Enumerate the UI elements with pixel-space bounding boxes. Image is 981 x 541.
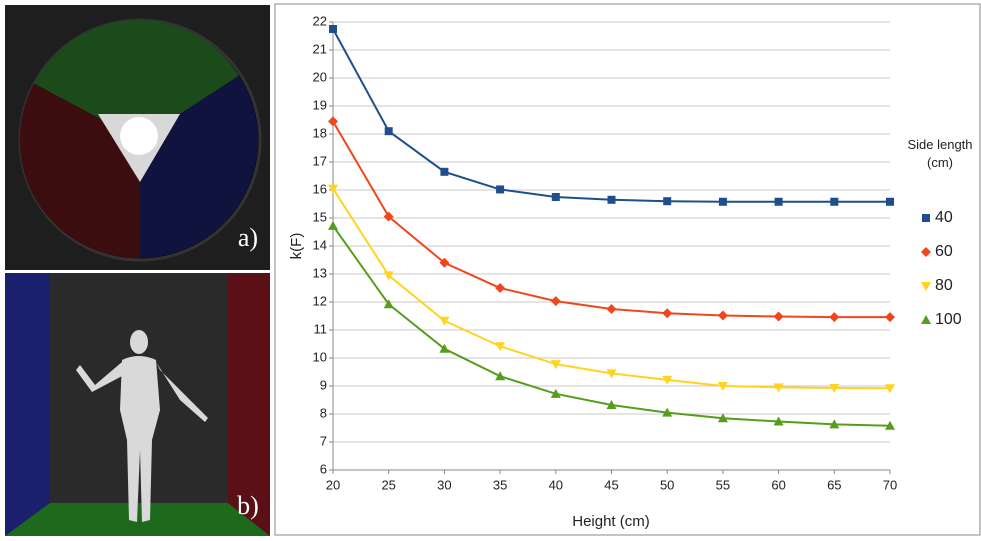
y-tick-label: 20 bbox=[313, 69, 327, 84]
legend-label: 60 bbox=[935, 243, 953, 260]
y-tick-label: 9 bbox=[320, 377, 327, 392]
data-point bbox=[328, 220, 338, 230]
x-tick-label: 25 bbox=[381, 477, 395, 492]
y-tick-label: 10 bbox=[313, 349, 327, 364]
y-tick-label: 22 bbox=[313, 13, 327, 28]
x-tick-label: 65 bbox=[827, 477, 841, 492]
data-point bbox=[773, 383, 784, 393]
data-point bbox=[830, 197, 839, 206]
data-point bbox=[662, 308, 673, 319]
legend-marker bbox=[921, 247, 931, 257]
data-point bbox=[886, 197, 894, 206]
blue-wall bbox=[5, 273, 50, 536]
legend-marker bbox=[921, 315, 931, 324]
legend-title: Side length (cm) bbox=[907, 137, 973, 170]
x-tick-label: 70 bbox=[883, 477, 897, 492]
data-point bbox=[495, 371, 506, 381]
data-point bbox=[606, 369, 617, 379]
data-point bbox=[662, 375, 673, 385]
data-point bbox=[439, 316, 450, 326]
data-point bbox=[550, 296, 561, 307]
x-tick-label: 55 bbox=[716, 477, 730, 492]
data-point bbox=[885, 420, 895, 430]
x-axis-label: Height (cm) bbox=[572, 513, 650, 530]
y-tick-label: 6 bbox=[320, 461, 327, 476]
legend-marker bbox=[922, 214, 930, 222]
green-floor bbox=[5, 503, 270, 536]
data-point bbox=[551, 193, 560, 201]
green-sector bbox=[34, 20, 239, 140]
red-wall bbox=[228, 273, 270, 536]
y-tick-label: 11 bbox=[314, 321, 328, 336]
light-spot bbox=[120, 117, 158, 155]
data-point bbox=[717, 382, 728, 391]
data-point bbox=[718, 197, 727, 206]
legend-marker bbox=[921, 282, 931, 291]
data-point bbox=[885, 312, 895, 323]
data-point bbox=[885, 384, 895, 394]
legend-label: 40 bbox=[935, 209, 953, 226]
y-tick-label: 17 bbox=[313, 153, 327, 168]
y-tick-label: 18 bbox=[313, 125, 327, 140]
data-point bbox=[495, 342, 506, 352]
data-point bbox=[606, 400, 617, 410]
x-tick-label: 35 bbox=[493, 477, 507, 492]
chart-frame bbox=[274, 3, 981, 536]
y-tick-label: 21 bbox=[313, 41, 327, 56]
y-tick-label: 15 bbox=[313, 209, 327, 224]
y-tick-label: 12 bbox=[313, 293, 327, 308]
data-point bbox=[550, 360, 561, 370]
data-point bbox=[329, 25, 337, 33]
data-point bbox=[829, 383, 840, 393]
data-point bbox=[829, 419, 840, 429]
data-point bbox=[439, 257, 450, 268]
data-point bbox=[496, 185, 505, 194]
data-point bbox=[328, 184, 338, 194]
panel-label: a) bbox=[238, 223, 258, 252]
data-point bbox=[383, 299, 394, 309]
legend-label: 100 bbox=[935, 311, 962, 328]
data-point bbox=[773, 416, 784, 426]
data-point bbox=[440, 167, 449, 176]
panel-label: b) bbox=[237, 491, 259, 520]
data-point bbox=[495, 283, 506, 293]
data-point bbox=[607, 195, 616, 204]
x-tick-label: 60 bbox=[771, 477, 785, 492]
data-point bbox=[606, 304, 617, 314]
data-point bbox=[384, 127, 393, 136]
data-point bbox=[439, 343, 450, 353]
data-point bbox=[662, 407, 673, 417]
human-figure bbox=[76, 330, 208, 522]
data-point bbox=[383, 271, 394, 281]
legend-label: 80 bbox=[935, 277, 953, 294]
data-point bbox=[717, 413, 728, 423]
data-point bbox=[774, 197, 783, 206]
y-axis-label: k(F) bbox=[288, 233, 305, 260]
data-point bbox=[383, 211, 394, 222]
data-point bbox=[717, 310, 728, 321]
y-tick-label: 19 bbox=[313, 97, 327, 112]
x-tick-label: 20 bbox=[326, 477, 340, 492]
x-tick-label: 40 bbox=[549, 477, 563, 492]
data-point bbox=[328, 116, 338, 127]
x-tick-label: 50 bbox=[660, 477, 674, 492]
x-tick-label: 30 bbox=[437, 477, 451, 492]
x-tick-label: 45 bbox=[604, 477, 618, 492]
data-point bbox=[829, 312, 840, 323]
data-point bbox=[663, 197, 672, 206]
data-point bbox=[550, 388, 561, 398]
data-point bbox=[773, 311, 784, 322]
y-tick-label: 13 bbox=[313, 265, 327, 280]
y-tick-label: 14 bbox=[313, 237, 327, 252]
y-tick-label: 8 bbox=[320, 405, 327, 420]
y-tick-label: 16 bbox=[313, 181, 327, 196]
y-tick-label: 7 bbox=[320, 433, 327, 448]
